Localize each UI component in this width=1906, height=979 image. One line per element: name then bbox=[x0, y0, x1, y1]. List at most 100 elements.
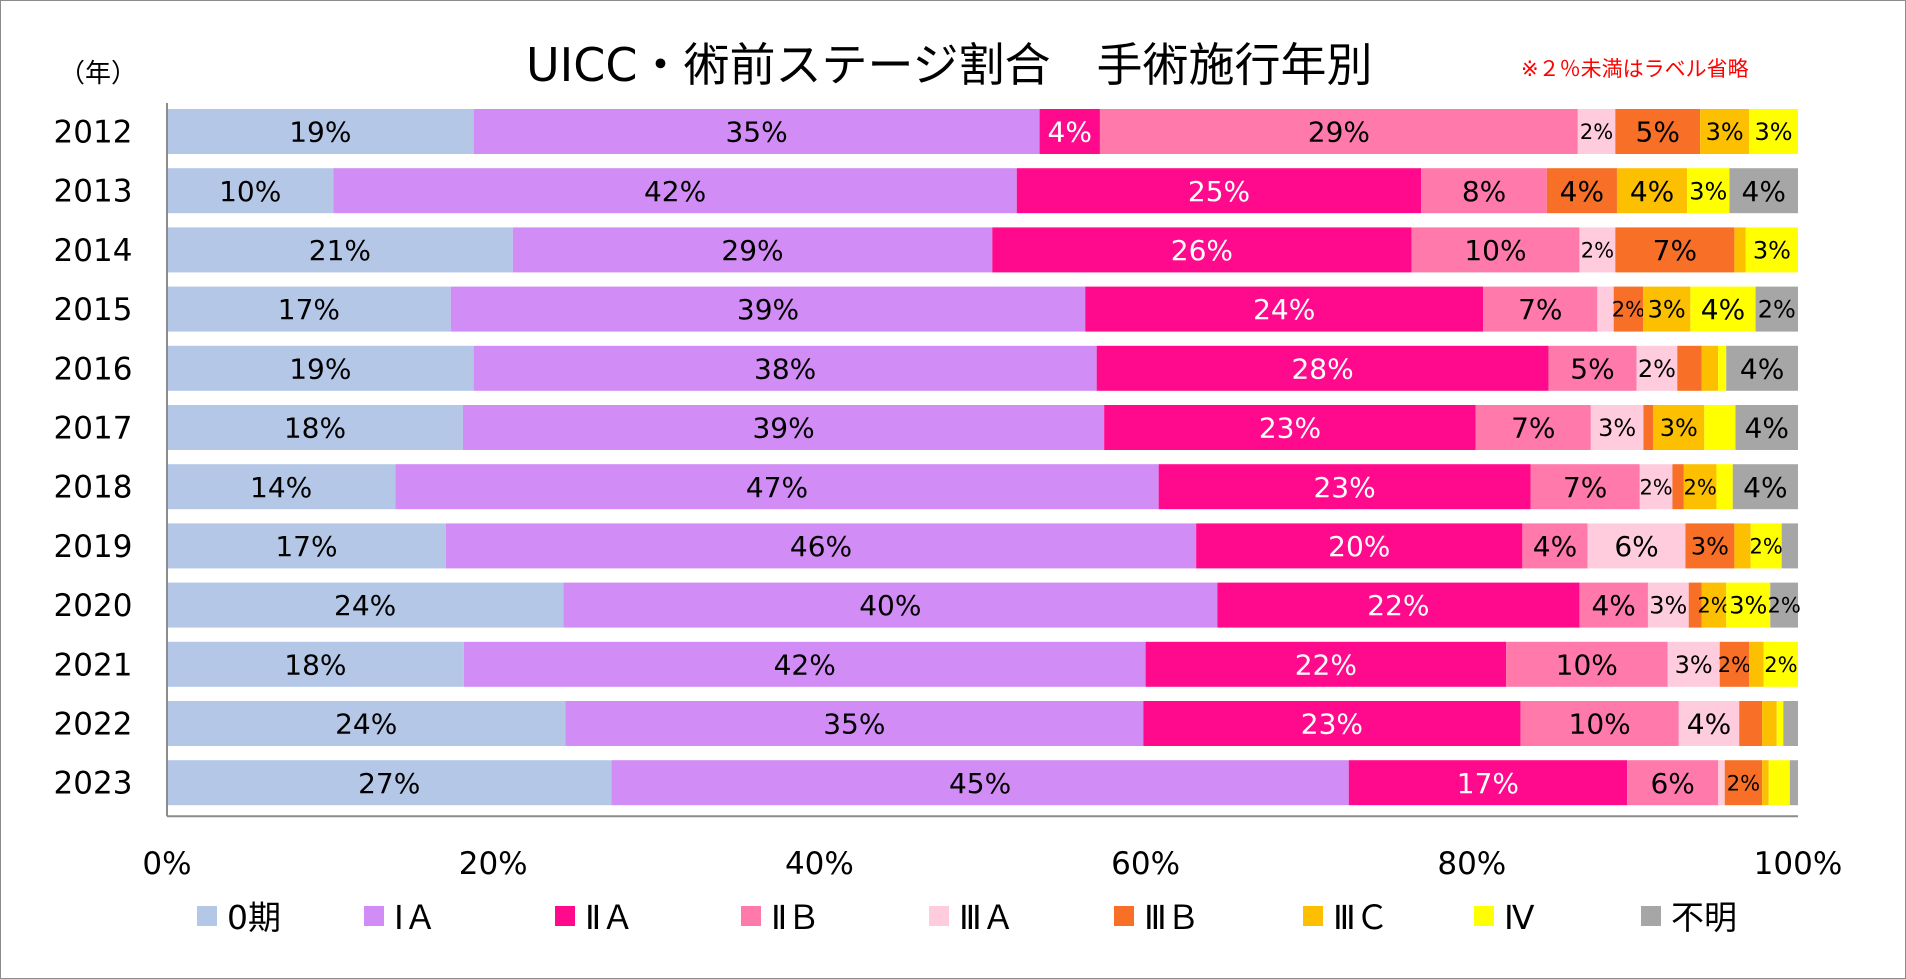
bar-row-2016: 19% 38% 28% 5% 2% 4% bbox=[167, 345, 1798, 391]
data-label-2019-1: 46% bbox=[790, 530, 852, 563]
chart-note: ※２％未満はラベル省略 bbox=[1521, 57, 1749, 81]
legend-swatch-1 bbox=[364, 906, 384, 926]
bar-segment-2016-7 bbox=[1718, 345, 1727, 391]
data-label-2013-5: 4% bbox=[1560, 175, 1604, 208]
bar-segment-2015-7 bbox=[1690, 286, 1756, 332]
bar-segment-2021-7 bbox=[1763, 641, 1798, 687]
bar-segment-2023-6 bbox=[1762, 760, 1769, 806]
data-label-2021-1: 42% bbox=[774, 648, 836, 681]
data-label-2017-2: 23% bbox=[1259, 412, 1321, 445]
bar-segment-2019-3 bbox=[1522, 523, 1588, 569]
legend-swatch-5 bbox=[1114, 906, 1134, 926]
bar-segment-2023-3 bbox=[1627, 760, 1719, 806]
bar-segment-2020-2 bbox=[1217, 582, 1580, 628]
bar-segment-2017-0 bbox=[167, 405, 463, 450]
data-label-2017-3: 7% bbox=[1511, 412, 1555, 445]
data-label-2017-8: 4% bbox=[1745, 412, 1789, 445]
bar-row-2021: 18% 42% 22% 10% 3% 2% 2% bbox=[167, 641, 1798, 687]
bar-segment-2018-7 bbox=[1716, 464, 1733, 510]
legend-swatch-4 bbox=[929, 906, 949, 926]
data-label-2015-8: 2% bbox=[1758, 296, 1796, 324]
bar-segment-2015-2 bbox=[1085, 286, 1484, 332]
bar-segment-2018-1 bbox=[395, 464, 1159, 510]
bar-segment-2012-4 bbox=[1577, 109, 1616, 154]
legend-label-8: 不明 bbox=[1671, 898, 1737, 937]
data-label-2023-3: 6% bbox=[1650, 767, 1694, 800]
bar-segment-2023-1 bbox=[611, 760, 1349, 806]
bar-segment-2015-8 bbox=[1755, 286, 1798, 332]
data-label-2019-7: 2% bbox=[1750, 534, 1783, 558]
bar-segment-2023-5 bbox=[1724, 760, 1763, 806]
data-label-2023-0: 27% bbox=[358, 767, 420, 800]
data-label-2019-2: 20% bbox=[1328, 530, 1390, 563]
data-label-2014-5: 7% bbox=[1653, 234, 1697, 267]
bar-segment-2018-6 bbox=[1683, 464, 1717, 510]
data-label-2020-1: 40% bbox=[859, 589, 921, 622]
data-label-2023-1: 45% bbox=[949, 767, 1011, 800]
category-label-2023: 2023 bbox=[54, 766, 133, 802]
x-tick-label-2: 40% bbox=[785, 846, 854, 882]
bar-segment-2023-0 bbox=[167, 760, 612, 806]
bar-segment-2019-1 bbox=[445, 523, 1197, 569]
bar-segment-2014-6 bbox=[1734, 227, 1746, 273]
data-label-2013-7: 3% bbox=[1689, 177, 1727, 205]
legend-label-3: ⅡＢ bbox=[771, 898, 820, 937]
data-label-2018-1: 47% bbox=[746, 471, 808, 504]
axes-layer: 2012 2013 2014 2015 2016 2017 2018 2019 2020 2021… bbox=[54, 103, 1843, 882]
bar-segment-2013-6 bbox=[1616, 168, 1688, 214]
bar-segment-2015-3 bbox=[1483, 286, 1598, 332]
bar-row-2015: 17% 39% 24% 7% 2% 3% 4% 2% bbox=[167, 286, 1798, 332]
bar-segment-2014-1 bbox=[512, 227, 993, 273]
bar-segment-2019-7 bbox=[1750, 523, 1782, 569]
legend-item-1: ⅠＡ bbox=[364, 898, 437, 937]
data-label-2022-3: 10% bbox=[1569, 708, 1631, 741]
bar-segment-2012-2 bbox=[1039, 109, 1100, 154]
data-label-2014-0: 21% bbox=[309, 234, 371, 267]
bar-row-2023: 27% 45% 17% 6% 2% bbox=[167, 760, 1798, 806]
bar-segment-2021-1 bbox=[463, 641, 1146, 687]
data-label-2021-4: 3% bbox=[1675, 651, 1713, 679]
data-label-2023-5: 2% bbox=[1727, 771, 1760, 795]
data-label-2012-7: 3% bbox=[1754, 118, 1792, 146]
bar-segment-2021-3 bbox=[1506, 641, 1668, 687]
data-label-2014-1: 29% bbox=[721, 234, 783, 267]
bar-segment-2013-0 bbox=[167, 168, 334, 214]
bar-segment-2016-4 bbox=[1636, 345, 1678, 391]
bar-segment-2012-6 bbox=[1700, 109, 1750, 154]
x-tick-label-3: 60% bbox=[1111, 846, 1180, 882]
bar-segment-2018-4 bbox=[1639, 464, 1673, 510]
legend-item-7: Ⅳ bbox=[1474, 898, 1535, 937]
bar-segment-2019-8 bbox=[1781, 523, 1798, 569]
bar-row-2018: 14% 47% 23% 7% 2% 2% 4% bbox=[167, 464, 1798, 510]
bar-segment-2019-4 bbox=[1587, 523, 1686, 569]
data-label-2012-4: 2% bbox=[1580, 120, 1613, 144]
x-tick-label-1: 20% bbox=[459, 846, 528, 882]
legend: 0期 ⅠＡ ⅡＡ ⅡＢ ⅢＡ ⅢＢ ⅢＣ Ⅳ 不明 bbox=[197, 898, 1737, 937]
bar-segment-2013-8 bbox=[1729, 168, 1798, 214]
data-label-2015-2: 24% bbox=[1253, 293, 1315, 326]
bar-segment-2022-5 bbox=[1739, 701, 1763, 746]
bar-segment-2022-2 bbox=[1143, 701, 1521, 746]
data-label-2013-0: 10% bbox=[219, 175, 281, 208]
legend-item-6: ⅢＣ bbox=[1303, 898, 1389, 937]
bar-segment-2022-7 bbox=[1776, 701, 1784, 746]
legend-swatch-6 bbox=[1303, 906, 1323, 926]
bar-segment-2016-5 bbox=[1677, 345, 1702, 391]
bar-segment-2021-0 bbox=[167, 641, 464, 687]
data-label-2018-3: 7% bbox=[1563, 471, 1607, 504]
x-tick-label-5: 100% bbox=[1754, 846, 1843, 882]
legend-item-0: 0期 bbox=[197, 898, 281, 937]
bar-segment-2020-8 bbox=[1770, 582, 1798, 628]
bar-segment-2019-5 bbox=[1685, 523, 1735, 569]
bar-segment-2020-7 bbox=[1726, 582, 1771, 628]
data-label-2019-5: 3% bbox=[1691, 533, 1729, 561]
data-label-2013-2: 25% bbox=[1188, 175, 1250, 208]
bar-segment-2018-2 bbox=[1158, 464, 1531, 510]
bar-row-2020: 24% 40% 22% 4% 3% 2%3% 2% bbox=[167, 582, 1801, 628]
data-label-2020-2: 22% bbox=[1367, 589, 1429, 622]
data-label-2012-1: 35% bbox=[725, 116, 787, 149]
bar-segment-2012-7 bbox=[1749, 109, 1798, 154]
data-label-2014-4: 2% bbox=[1581, 238, 1614, 262]
legend-item-2: ⅡＡ bbox=[555, 898, 634, 937]
